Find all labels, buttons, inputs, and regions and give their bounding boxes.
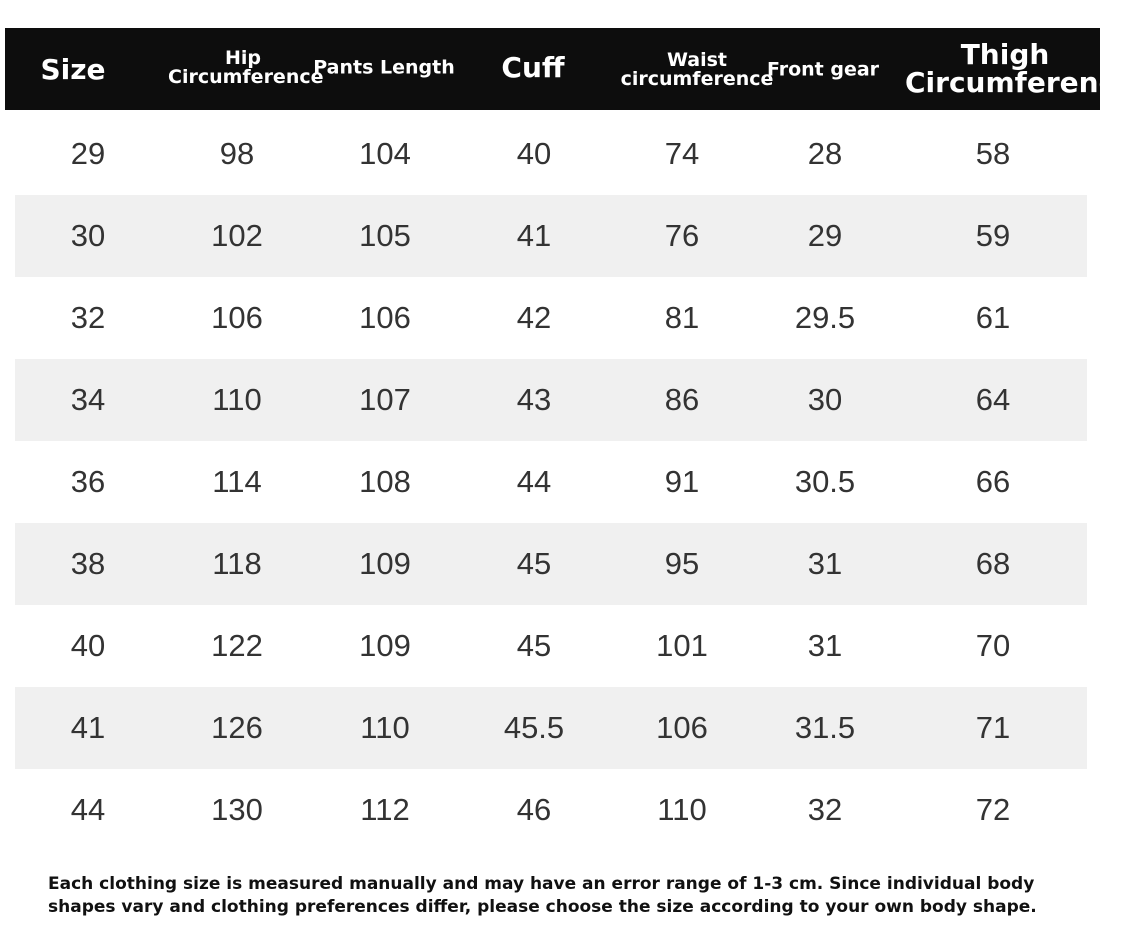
column-header: Thigh Circumferenc: [905, 38, 1100, 99]
table-cell: 34: [70, 382, 106, 417]
table-cell: 68: [975, 546, 1011, 581]
table-cell: 58: [975, 136, 1011, 171]
table-cell: 108: [359, 464, 411, 499]
row-band: [15, 687, 1087, 769]
table-cell: 76: [664, 218, 700, 253]
table-cell: 105: [359, 218, 411, 253]
row-band: [15, 523, 1087, 605]
column-header: Cuff: [501, 51, 565, 84]
header-bar: Size Hip Circumference Pants Length Cuff Wai…: [5, 28, 1100, 110]
table-cell: 44: [70, 792, 106, 827]
table-cell: 110: [360, 710, 410, 745]
table-cell: 29: [70, 136, 106, 171]
table-cell: 95: [664, 546, 700, 581]
table-cell: 45: [516, 546, 552, 581]
table-cell: 31.5: [794, 710, 856, 745]
table-cell: 43: [516, 382, 552, 417]
column-header: Hip Circumference: [168, 47, 324, 88]
table-cell: 130: [211, 792, 263, 827]
table-cell: 109: [359, 628, 411, 663]
column-header: Pants Length: [313, 56, 455, 79]
table-cell: 122: [211, 628, 263, 663]
table-cell: 38: [70, 546, 106, 581]
table-cell: 109: [359, 546, 411, 581]
table-cell: 28: [807, 136, 843, 171]
table-cell: 31: [807, 546, 843, 581]
table-cell: 30: [70, 218, 106, 253]
table-cell: 46: [516, 792, 552, 827]
table-cell: 29: [807, 218, 843, 253]
table-cell: 36: [70, 464, 106, 499]
table-cell: 41: [516, 218, 552, 253]
table-cell: 107: [359, 382, 411, 417]
table-cell: 106: [656, 710, 708, 745]
table-cell: 40: [516, 136, 552, 171]
table-cell: 104: [359, 136, 411, 171]
table-cell: 41: [70, 710, 106, 745]
note-text: shapes vary and clothing preferences dif…: [48, 897, 1037, 917]
table-cell: 101: [656, 628, 708, 663]
table-cell: 42: [516, 300, 552, 335]
table-cell: 71: [975, 710, 1011, 745]
table-cell: 59: [975, 218, 1011, 253]
table-cell: 61: [975, 300, 1011, 335]
table-cell: 106: [211, 300, 263, 335]
table-cell: 70: [975, 628, 1011, 663]
table-cell: 32: [70, 300, 106, 335]
table-cell: 118: [212, 546, 262, 581]
table-cell: 126: [211, 710, 263, 745]
table-cell: 81: [664, 300, 700, 335]
table-cell: 72: [975, 792, 1011, 827]
table-cell: 66: [975, 464, 1011, 499]
table-cell: 30: [807, 382, 843, 417]
table-cell: 86: [664, 382, 700, 417]
table-cell: 30.5: [794, 464, 856, 499]
table-cell: 44: [516, 464, 552, 499]
table-cell: 106: [359, 300, 411, 335]
table-cell: 110: [212, 382, 262, 417]
table-cell: 98: [219, 136, 255, 171]
column-header: Waist circumference: [620, 49, 774, 90]
column-header: Front gear: [766, 58, 880, 81]
table-cell: 64: [975, 382, 1011, 417]
table-cell: 114: [212, 464, 262, 499]
table-cell: 110: [657, 792, 707, 827]
row-band: [15, 359, 1087, 441]
table-cell: 112: [360, 792, 410, 827]
row-band: [15, 195, 1087, 277]
table-cell: 45: [516, 628, 552, 663]
table-cell: 45.5: [503, 710, 565, 745]
table-cell: 74: [664, 136, 700, 171]
table-cell: 40: [70, 628, 106, 663]
note-text: Each clothing size is measured manually …: [48, 874, 1035, 894]
table-cell: 31: [807, 628, 843, 663]
table-cell: 91: [664, 464, 700, 499]
column-header: Size: [40, 53, 106, 86]
table-cell: 29.5: [794, 300, 856, 335]
table-cell: 32: [807, 792, 843, 827]
table-cell: 102: [211, 218, 263, 253]
